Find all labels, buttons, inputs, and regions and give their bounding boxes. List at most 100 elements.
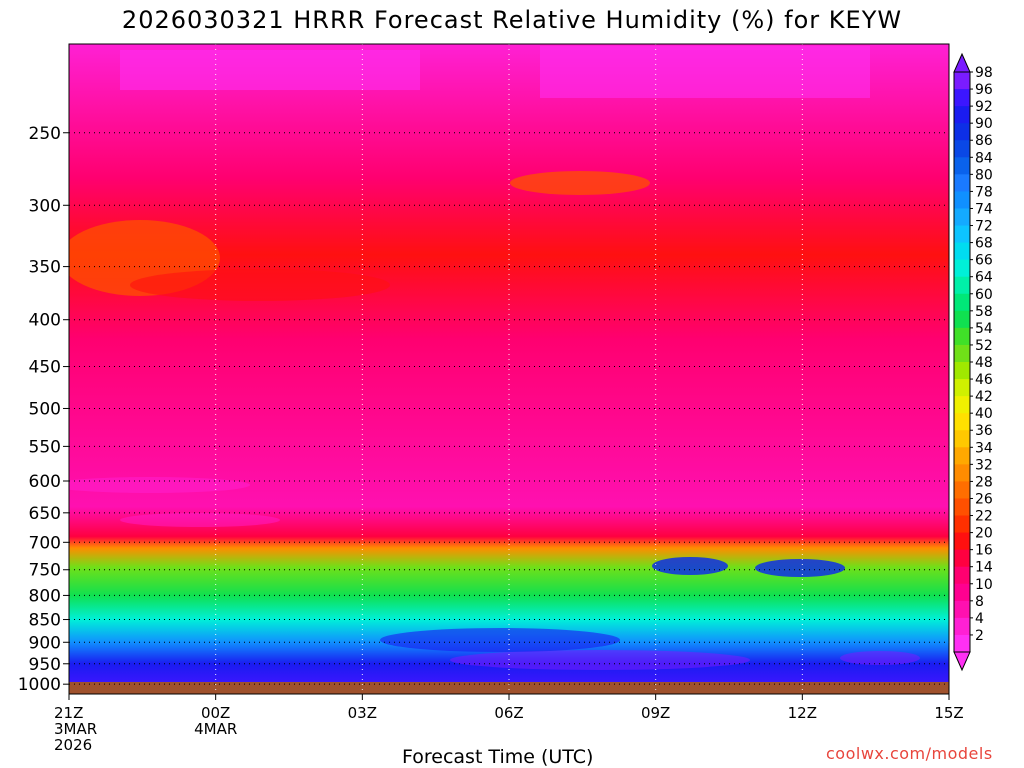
colorbar-swatch [954, 140, 970, 158]
colorbar-label: 28 [975, 474, 993, 490]
colorbar-label: 16 [975, 543, 993, 559]
colorbar-label: 2 [975, 628, 984, 644]
x-tick-label: 12Z [788, 704, 817, 722]
colorbar-bottom-arrow [953, 651, 971, 672]
colorbar-label: 8 [975, 594, 984, 610]
y-tick-label: 250 [29, 124, 61, 144]
colorbar-swatch [954, 498, 970, 517]
colorbar-label: 32 [975, 457, 993, 473]
blue-core-760hpa [652, 557, 728, 575]
y-tick-label: 850 [29, 611, 61, 631]
blue-core-920hpa [380, 628, 620, 652]
colorbar-label: 80 [975, 167, 993, 183]
colorbar-label: 20 [975, 526, 993, 542]
colorbar-swatch [954, 327, 970, 346]
dry-patch-640hpa [120, 513, 280, 527]
colorbar-swatch [954, 634, 970, 653]
grid-lines [69, 44, 949, 694]
colorbar-swatch [954, 259, 970, 278]
colorbar-swatch [954, 174, 970, 192]
blue-core-760hpa [755, 559, 845, 577]
colorbar-swatch [954, 242, 970, 261]
y-tick-label: 650 [29, 504, 61, 524]
colorbar-swatch [954, 157, 970, 175]
y-tick-label: 350 [29, 258, 61, 278]
colorbar-swatch [954, 276, 970, 295]
colorbar-label: 54 [975, 321, 993, 337]
colorbar-swatch [954, 293, 970, 312]
colorbar-label: 34 [975, 440, 993, 456]
colorbar-swatch [954, 344, 970, 363]
colorbar-swatch [954, 583, 970, 602]
colorbar-swatch [954, 413, 970, 431]
colorbar-label: 98 [975, 65, 993, 81]
x-tick-label: 09Z [641, 704, 670, 722]
colorbar-swatch [954, 617, 970, 636]
colorbar-label: 60 [975, 287, 993, 303]
colorbar-label: 48 [975, 355, 993, 371]
colorbar-swatch [954, 532, 970, 551]
colorbar-swatch [954, 106, 970, 124]
colorbar-swatch [954, 362, 970, 380]
colorbar-label: 14 [975, 560, 993, 576]
y-tick-label: 800 [29, 586, 61, 606]
colorbar-label: 68 [975, 236, 993, 252]
colorbar-label: 10 [975, 577, 993, 593]
moist-patch-380hpa [130, 269, 390, 301]
y-tick-label: 300 [29, 196, 61, 216]
colorbar-label: 22 [975, 509, 993, 525]
colorbar: 9896929086848078747268666460585452484642… [953, 52, 993, 672]
x-tick-label: 03Z [348, 704, 377, 722]
y-tick-label: 550 [29, 437, 61, 457]
y-tick-label: 750 [29, 561, 61, 581]
purple-core-980hpa [450, 650, 750, 670]
colorbar-swatch [954, 379, 970, 397]
moist-patch-290hpa [510, 171, 650, 195]
colorbar-swatch [954, 464, 970, 482]
colorbar-label: 84 [975, 150, 993, 166]
colorbar-label: 90 [975, 116, 993, 132]
x-axis-label: Forecast Time (UTC) [402, 746, 594, 768]
ground [69, 682, 949, 694]
colorbar-swatch [954, 549, 970, 568]
colorbar-swatch [954, 566, 970, 585]
colorbar-label: 42 [975, 389, 993, 405]
chart-title: 2026030321 HRRR Forecast Relative Humidi… [121, 6, 903, 34]
colorbar-label: 52 [975, 338, 993, 354]
x-tick-label: 3MAR [54, 720, 97, 738]
x-tick-label: 21Z [54, 704, 83, 722]
colorbar-swatch [954, 600, 970, 619]
colorbar-swatch [954, 123, 970, 141]
colorbar-swatch [954, 191, 970, 209]
colorbar-swatch [954, 481, 970, 499]
colorbar-label: 46 [975, 372, 993, 388]
colorbar-swatch [954, 89, 970, 107]
y-tick-label: 700 [29, 533, 61, 553]
colorbar-label: 92 [975, 99, 993, 115]
colorbar-label: 78 [975, 184, 993, 200]
y-axis-ticks: 2503003504004505005506006507007508008509… [18, 124, 69, 695]
purple-core-980hpa [840, 651, 920, 665]
colorbar-label: 26 [975, 491, 993, 507]
credit-link[interactable]: coolwx.com/models [826, 744, 993, 763]
colorbar-label: 64 [975, 270, 993, 286]
colorbar-swatch [954, 515, 970, 534]
colorbar-swatch [954, 310, 970, 329]
colorbar-label: 66 [975, 253, 993, 269]
colorbar-label: 96 [975, 82, 993, 98]
colorbar-label: 74 [975, 201, 993, 217]
x-tick-label: 4MAR [194, 720, 237, 738]
colorbar-swatch [954, 72, 970, 90]
y-tick-label: 950 [29, 655, 61, 675]
y-tick-label: 400 [29, 311, 61, 331]
x-tick-label: 2026 [54, 736, 92, 754]
colorbar-label: 72 [975, 219, 993, 235]
y-tick-label: 1000 [18, 675, 61, 695]
colorbar-swatch [954, 396, 970, 414]
plot-field [69, 44, 949, 694]
colorbar-label: 40 [975, 406, 993, 422]
y-tick-label: 600 [29, 472, 61, 492]
y-tick-label: 900 [29, 633, 61, 653]
